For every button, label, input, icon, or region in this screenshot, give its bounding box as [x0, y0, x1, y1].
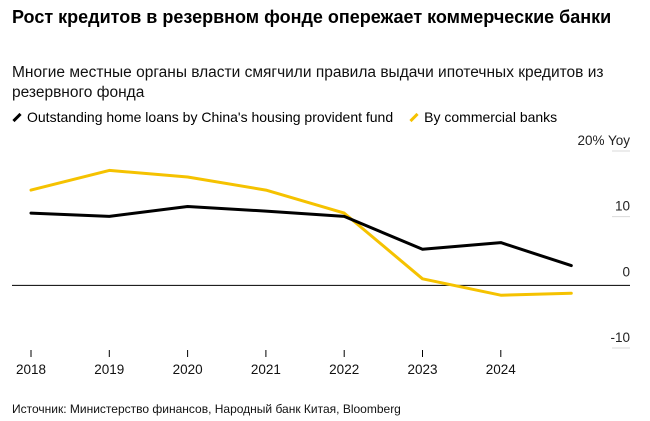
legend-label-commercial: By commercial banks [424, 109, 558, 126]
x-tick-label: 2024 [486, 362, 517, 377]
provident-fund-line [29, 205, 573, 268]
x-tick-label: 2021 [251, 362, 281, 377]
legend-item-commercial: By commercial banks [409, 109, 557, 125]
chart-subtitle: Многие местные органы власти смягчили пр… [12, 64, 604, 101]
x-tick-label: 2019 [94, 362, 124, 377]
x-tick-label: 2022 [329, 362, 359, 377]
source-note: Источник: Министерство финансов, Народны… [12, 402, 401, 416]
chart-title: Рост кредитов в резервном фонде опережае… [12, 7, 612, 27]
y-tick-label: 10 [615, 199, 630, 214]
legend-item-provident: Outstanding home loans by China's housin… [12, 109, 393, 125]
x-tick-label: 2023 [407, 362, 437, 377]
legend: Outstanding home loans by China's housin… [12, 108, 557, 125]
commercial-banks-line [29, 168, 573, 297]
y-tick-label: 0 [622, 264, 630, 279]
y-tick-label: 20% Yoy [577, 133, 630, 148]
x-tick-label: 2020 [173, 362, 203, 377]
legend-label-provident: Outstanding home loans by China's housin… [27, 109, 394, 126]
x-tick-label: 2018 [16, 362, 46, 377]
y-tick-label: -10 [610, 330, 630, 345]
